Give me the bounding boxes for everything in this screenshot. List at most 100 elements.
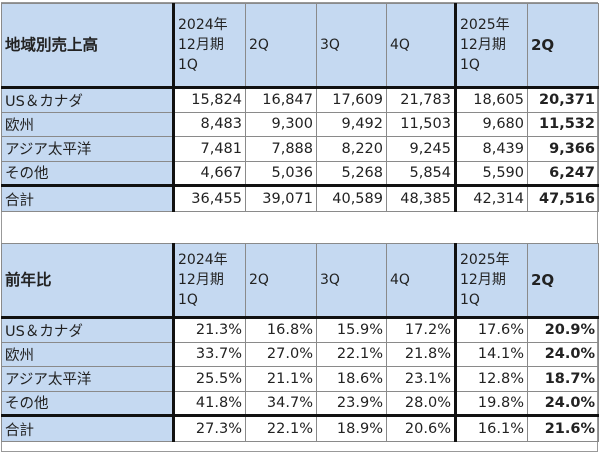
row-label: アジア太平洋 <box>1 366 175 392</box>
cell-value: 24.0% <box>527 341 599 367</box>
cell-value: 8,220 <box>316 136 387 162</box>
table-title: 前年比 <box>1 243 175 319</box>
table-row: その他 41.8% 34.7% 23.9% 28.0% 19.8% 24.0% <box>1 390 599 416</box>
column-header: 2Q <box>527 3 599 89</box>
cell-value: 36,455 <box>173 184 246 212</box>
header-row: 地域別売上高 2024年 12月期 1Q 2Q 3Q 4Q 2025年 12月期 1Q 2Q <box>1 3 599 89</box>
column-header: 2Q <box>527 243 599 319</box>
cell-value: 21.1% <box>245 366 317 392</box>
column-header-text: 2Q <box>531 36 555 54</box>
cell-value: 21.3% <box>173 317 246 343</box>
cell-value: 9,492 <box>316 111 387 137</box>
cell-value: 17,609 <box>316 87 387 113</box>
table-row: US＆カナダ 15,824 16,847 17,609 21,783 18,605 20,3… <box>1 87 599 113</box>
cell-value: 7,481 <box>173 136 246 162</box>
row-label: その他 <box>1 390 175 416</box>
cell-value: 9,366 <box>527 136 599 162</box>
cell-value: 5,854 <box>386 160 457 186</box>
cell-value: 11,532 <box>527 111 599 137</box>
cell-value: 22.1% <box>316 341 387 367</box>
column-header: 3Q <box>316 243 387 319</box>
cell-value: 12.8% <box>455 366 528 392</box>
yoy-growth-table: 前年比 2024年 12月期 1Q 2Q 3Q 4Q 2025年 12月期 1Q 2Q US＆… <box>1 243 599 442</box>
cell-value: 5,590 <box>455 160 528 186</box>
column-header: 3Q <box>316 3 387 89</box>
column-header: 2025年 12月期 1Q <box>455 243 528 319</box>
row-label: 合計 <box>1 414 175 442</box>
cell-value: 17.2% <box>386 317 457 343</box>
cell-value: 20.6% <box>386 414 457 442</box>
cell-value: 42,314 <box>455 184 528 212</box>
cell-value: 41.8% <box>173 390 246 416</box>
cell-value: 8,439 <box>455 136 528 162</box>
cell-value: 47,516 <box>527 184 599 212</box>
column-header-text: 3Q <box>320 37 340 53</box>
cell-value: 6,247 <box>527 160 599 186</box>
cell-value: 23.9% <box>316 390 387 416</box>
cell-value: 20.9% <box>527 317 599 343</box>
cell-value: 9,680 <box>455 111 528 137</box>
row-label: 合計 <box>1 184 175 212</box>
cell-value: 19.8% <box>455 390 528 416</box>
column-header-text: 3Q <box>320 272 340 288</box>
column-header: 4Q <box>386 243 457 319</box>
column-header-text: 2Q <box>249 37 269 53</box>
cell-value: 18,605 <box>455 87 528 113</box>
cell-value: 9,245 <box>386 136 457 162</box>
row-label: US＆カナダ <box>1 87 175 113</box>
row-label: アジア太平洋 <box>1 136 175 162</box>
column-header: 2Q <box>245 243 317 319</box>
table-row: US＆カナダ 21.3% 16.8% 15.9% 17.2% 17.6% 20.9% <box>1 317 599 343</box>
cell-value: 33.7% <box>173 341 246 367</box>
column-header-text: 2024年 12月期 1Q <box>178 17 228 73</box>
table-row: その他 4,667 5,036 5,268 5,854 5,590 6,247 <box>1 160 599 186</box>
column-header: 2024年 12月期 1Q <box>173 3 246 89</box>
row-label: その他 <box>1 160 175 186</box>
total-row: 合計 36,455 39,071 40,589 48,385 42,314 47,516 <box>1 184 599 212</box>
cell-value: 34.7% <box>245 390 317 416</box>
header-row: 前年比 2024年 12月期 1Q 2Q 3Q 4Q 2025年 12月期 1Q 2Q <box>1 243 599 319</box>
cell-value: 14.1% <box>455 341 528 367</box>
cell-value: 21,783 <box>386 87 457 113</box>
table-row: 欧州 8,483 9,300 9,492 11,503 9,680 11,532 <box>1 111 599 137</box>
cell-value: 22.1% <box>245 414 317 442</box>
column-header: 2Q <box>245 3 317 89</box>
table-row: アジア太平洋 25.5% 21.1% 18.6% 23.1% 12.8% 18.7% <box>1 366 599 392</box>
cell-value: 21.8% <box>386 341 457 367</box>
column-header-text: 4Q <box>390 37 410 53</box>
cell-value: 18.7% <box>527 366 599 392</box>
column-header: 2024年 12月期 1Q <box>173 243 246 319</box>
total-row: 合計 27.3% 22.1% 18.9% 20.6% 16.1% 21.6% <box>1 414 599 442</box>
column-header-text: 2024年 12月期 1Q <box>178 252 228 308</box>
cell-value: 15,824 <box>173 87 246 113</box>
row-label: US＆カナダ <box>1 317 175 343</box>
cell-value: 48,385 <box>386 184 457 212</box>
cell-value: 17.6% <box>455 317 528 343</box>
column-header: 2025年 12月期 1Q <box>455 3 528 89</box>
column-header-text: 2025年 12月期 1Q <box>460 17 510 73</box>
cell-value: 16.1% <box>455 414 528 442</box>
cell-value: 8,483 <box>173 111 246 137</box>
cell-value: 21.6% <box>527 414 599 442</box>
row-label: 欧州 <box>1 341 175 367</box>
cell-value: 27.0% <box>245 341 317 367</box>
cell-value: 4,667 <box>173 160 246 186</box>
cell-value: 27.3% <box>173 414 246 442</box>
cell-value: 9,300 <box>245 111 317 137</box>
cell-value: 28.0% <box>386 390 457 416</box>
cell-value: 11,503 <box>386 111 457 137</box>
column-header-text: 2025年 12月期 1Q <box>460 252 510 308</box>
cell-value: 18.6% <box>316 366 387 392</box>
column-header: 4Q <box>386 3 457 89</box>
cell-value: 23.1% <box>386 366 457 392</box>
cell-value: 40,589 <box>316 184 387 212</box>
cell-value: 7,888 <box>245 136 317 162</box>
row-label: 欧州 <box>1 111 175 137</box>
table-row: アジア太平洋 7,481 7,888 8,220 9,245 8,439 9,366 <box>1 136 599 162</box>
column-header-text: 2Q <box>249 272 269 288</box>
cell-value: 18.9% <box>316 414 387 442</box>
table-title: 地域別売上高 <box>1 3 175 89</box>
cell-value: 16.8% <box>245 317 317 343</box>
cell-value: 20,371 <box>527 87 599 113</box>
